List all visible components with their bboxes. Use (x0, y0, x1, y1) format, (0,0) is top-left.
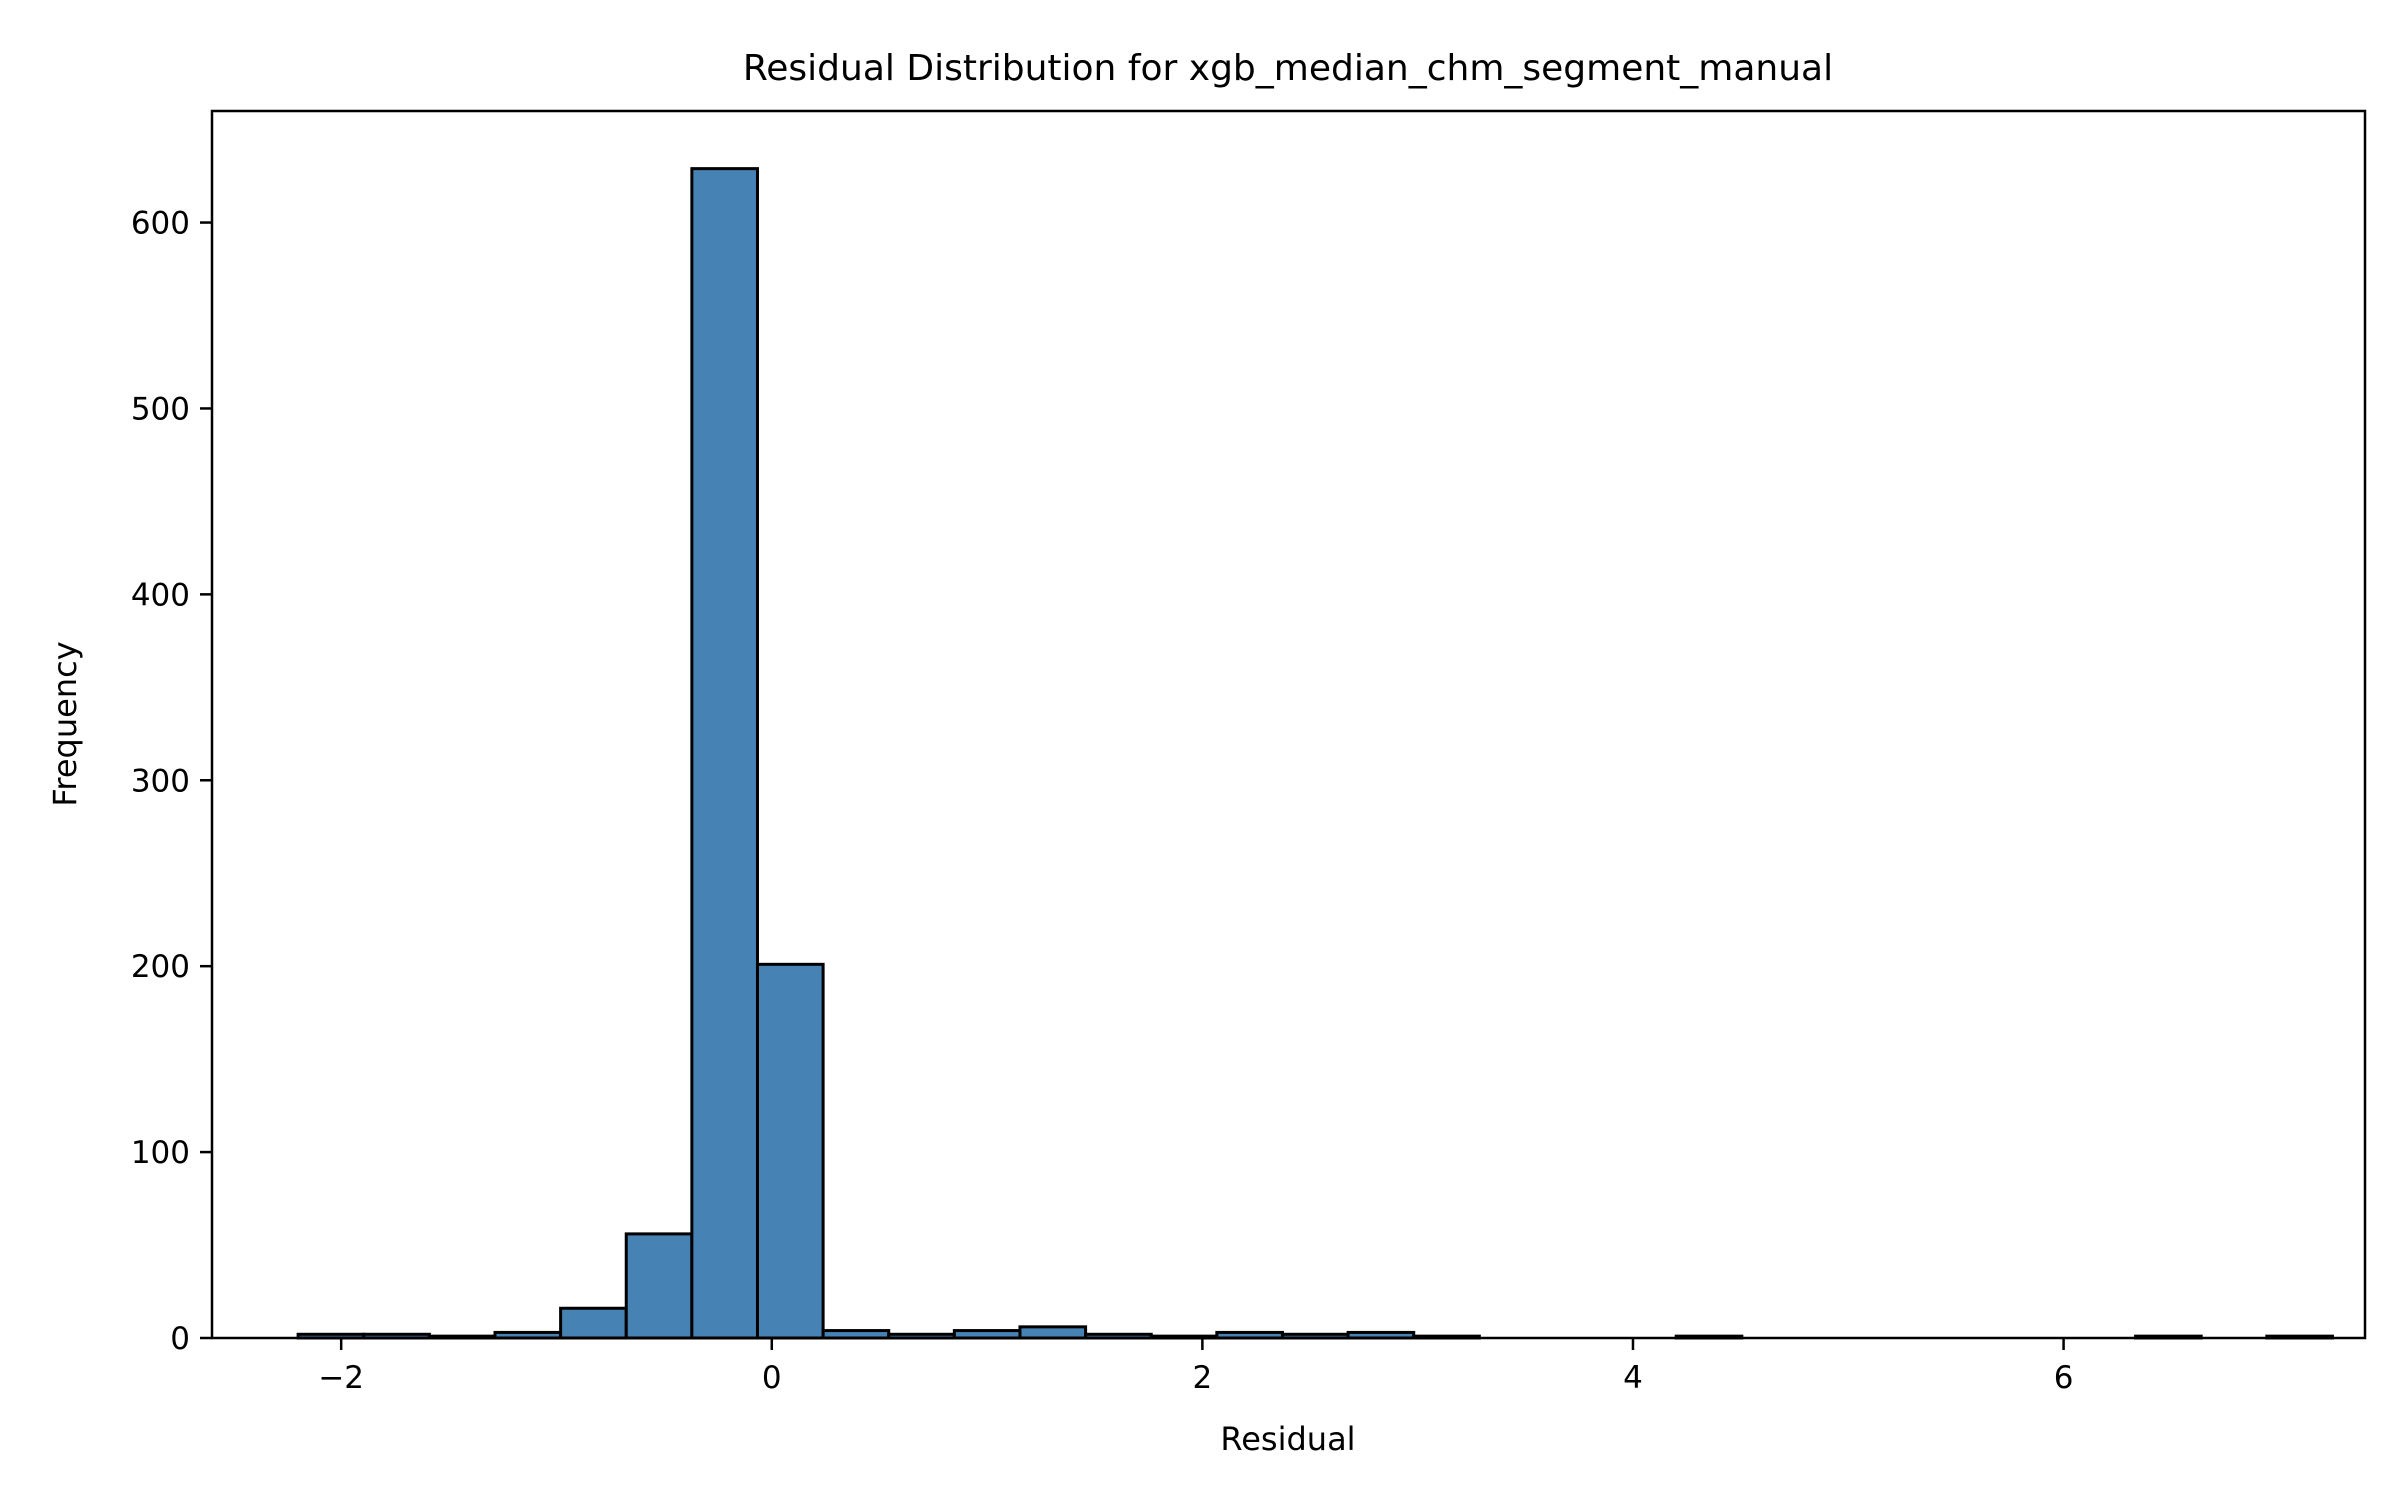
plot-frame (210, 109, 2367, 1340)
y-tick-label: 0 (170, 1321, 190, 1357)
y-tick-label: 100 (131, 1135, 190, 1171)
x-tick-label: 6 (2054, 1360, 2074, 1396)
y-tick-label: 600 (131, 206, 190, 242)
y-tick-label: 300 (131, 763, 190, 799)
y-tick-label: 400 (131, 577, 190, 613)
histogram-bar (624, 1232, 694, 1340)
histogram-bar (755, 962, 825, 1340)
bars-group (296, 167, 2334, 1340)
histogram-bar (1018, 1325, 1088, 1340)
x-tick-label: 2 (1193, 1360, 1213, 1396)
y-tick-label: 200 (131, 949, 190, 985)
x-tick-label: −2 (318, 1360, 364, 1396)
y-tick-label: 500 (131, 391, 190, 427)
x-tick-label: 0 (762, 1360, 782, 1396)
x-axis: −2 0 2 4 6 (318, 1338, 2073, 1396)
histogram-bar (690, 167, 759, 1340)
x-axis-label: Residual (1220, 1420, 1355, 1458)
y-axis: 0 100 200 300 400 500 600 (131, 206, 212, 1357)
histogram-bar (559, 1306, 628, 1340)
x-tick-label: 4 (1623, 1360, 1643, 1396)
chart-title: Residual Distribution for xgb_median_chm… (743, 48, 1833, 89)
y-axis-label: Frequency (46, 641, 84, 806)
